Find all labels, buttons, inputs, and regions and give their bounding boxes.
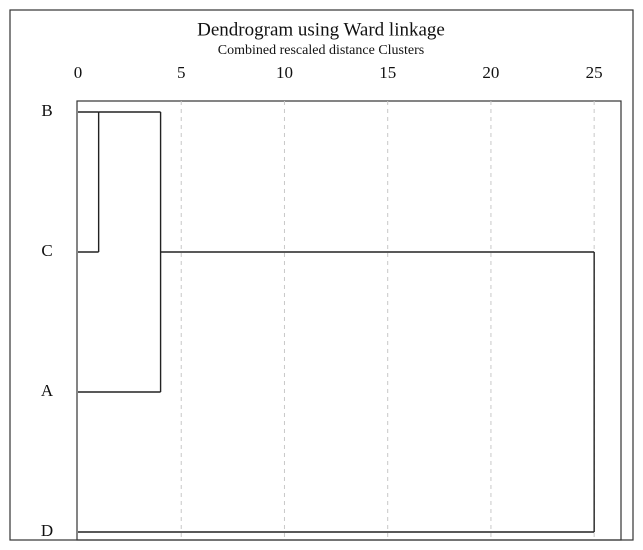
leaf-label: B bbox=[41, 101, 52, 120]
x-tick-label: 0 bbox=[74, 63, 83, 82]
leaf-label: D bbox=[41, 521, 53, 540]
leaf-label: C bbox=[41, 241, 52, 260]
plot-frame bbox=[76, 100, 622, 541]
x-tick-label: 5 bbox=[177, 63, 186, 82]
chart-subtitle: Combined rescaled distance Clusters bbox=[218, 43, 424, 58]
chart-title: Dendrogram using Ward linkage bbox=[197, 19, 445, 40]
x-tick-label: 15 bbox=[379, 63, 396, 82]
x-tick-label: 25 bbox=[586, 63, 603, 82]
x-tick-label: 10 bbox=[276, 63, 293, 82]
x-tick-label: 20 bbox=[482, 63, 499, 82]
leaf-label: A bbox=[41, 381, 54, 400]
outer-frame bbox=[9, 9, 634, 541]
